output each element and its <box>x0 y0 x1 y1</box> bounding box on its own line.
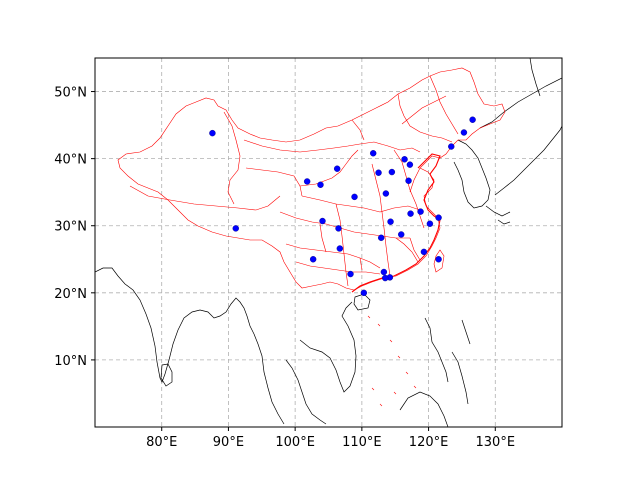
city-point <box>309 256 317 263</box>
province-lines-west <box>129 111 303 211</box>
city-point <box>398 231 405 238</box>
x-tick-label: 120°E <box>409 435 449 450</box>
city-point <box>232 225 239 232</box>
city-point <box>460 129 468 136</box>
x-tick-label: 100°E <box>275 435 315 450</box>
city-point <box>469 116 476 123</box>
city-point <box>317 181 324 189</box>
y-tick-label: 40°N <box>54 153 87 168</box>
coastline-russia-far-east <box>479 77 562 129</box>
city-point <box>407 210 414 217</box>
city-point <box>369 150 377 157</box>
city-point <box>420 248 428 256</box>
plot-frame <box>94 57 563 428</box>
coastline-indian-subcontinent <box>95 267 255 383</box>
city-point <box>375 169 382 176</box>
province-lines-north <box>351 75 459 263</box>
gridlines <box>95 58 562 427</box>
coastlines <box>95 58 562 427</box>
x-tick-label: 130°E <box>476 435 516 450</box>
city-point <box>435 256 442 263</box>
south-china-sea-islands <box>367 315 417 407</box>
coastline-sri-lanka <box>160 363 173 387</box>
city-point <box>351 193 358 201</box>
city-point <box>380 268 388 276</box>
y-axis: 10°N 20°N 30°N 40°N 50°N <box>54 86 95 369</box>
y-tick-label: 10°N <box>54 354 87 369</box>
x-tick-label: 80°E <box>146 435 177 450</box>
city-point <box>333 165 341 172</box>
city-point <box>360 289 368 297</box>
y-tick-label: 30°N <box>54 220 87 235</box>
city-point <box>347 270 354 278</box>
city-point <box>382 274 389 282</box>
coastline-japan <box>485 125 562 225</box>
coastline-southeast-asia <box>253 301 357 425</box>
city-point <box>388 168 396 176</box>
coastline-borneo-philippines <box>399 317 471 427</box>
y-tick-label: 50°N <box>54 86 87 101</box>
y-tick-label: 20°N <box>54 287 87 302</box>
coastline-sakhalin <box>529 58 541 97</box>
city-point <box>303 178 311 185</box>
plot-background <box>95 58 562 427</box>
city-point <box>406 161 414 168</box>
city-points <box>209 116 476 297</box>
coastline-korea <box>453 139 491 209</box>
city-point <box>401 156 408 163</box>
x-tick-label: 90°E <box>213 435 244 450</box>
city-point <box>336 245 344 252</box>
city-point <box>382 190 390 197</box>
city-point <box>378 234 385 242</box>
x-axis: 80°E 90°E 100°E 110°E 120°E 130°E <box>146 427 515 450</box>
city-point <box>426 220 434 227</box>
city-point <box>335 225 342 232</box>
province-lines-central <box>279 141 421 287</box>
city-point <box>387 218 394 225</box>
city-point <box>209 129 216 137</box>
city-point <box>435 214 442 221</box>
x-tick-label: 110°E <box>342 435 382 450</box>
city-point <box>417 208 424 215</box>
taiwan-outline <box>433 249 445 273</box>
province-lines-south <box>295 223 421 275</box>
national-border <box>117 67 506 291</box>
city-point <box>448 143 455 150</box>
city-point <box>405 177 412 184</box>
city-point <box>319 217 326 225</box>
